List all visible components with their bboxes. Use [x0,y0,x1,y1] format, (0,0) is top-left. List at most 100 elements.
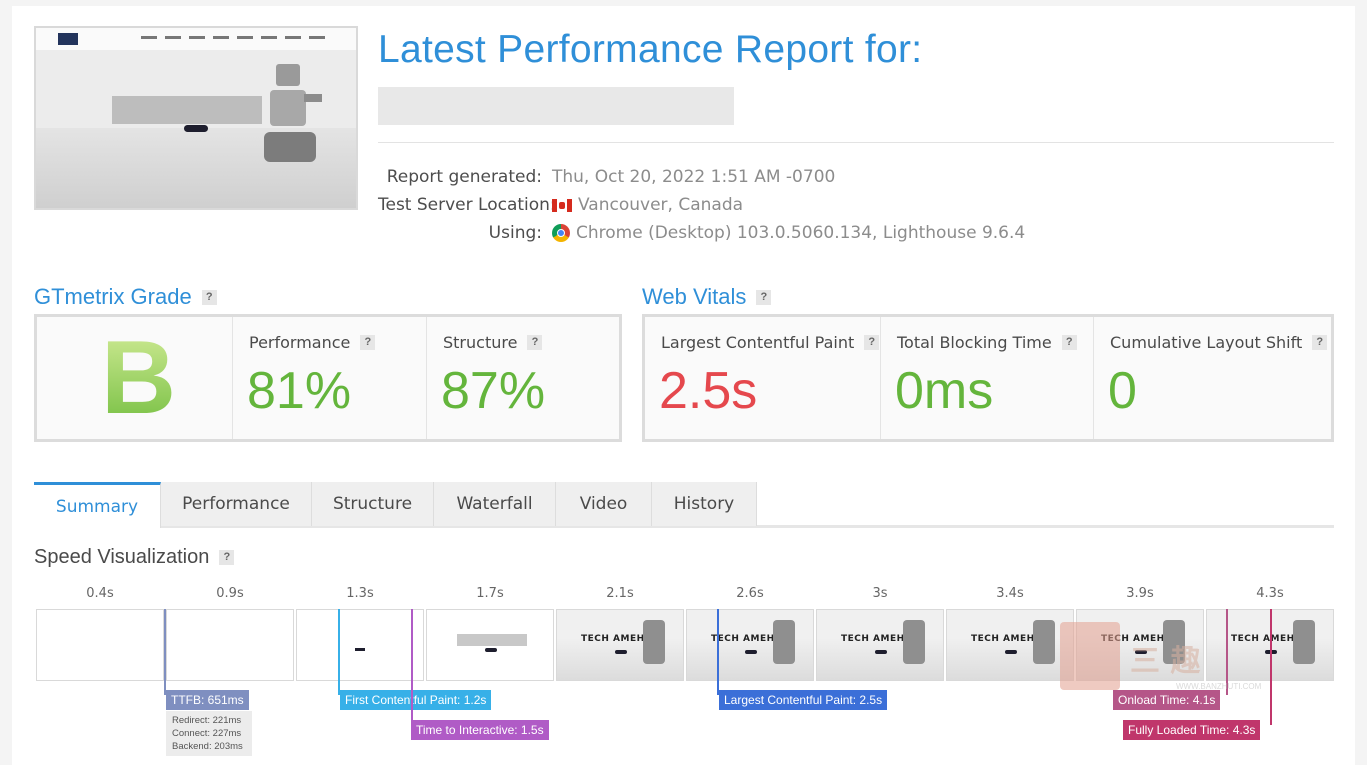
timeline-tick-label: 3s [872,586,888,601]
grade-cell: B [37,317,233,439]
ttfb-redirect: Redirect: 221ms [172,715,242,726]
timeline-marker-line-ttfb [164,609,166,695]
timeline-marker-fcp: First Contentful Paint: 1.2s [340,690,492,710]
web-vitals-heading: Web Vitals ? [642,284,772,310]
meta-label: Using: [488,223,542,243]
frame-button [1135,650,1147,654]
report-meta: Report generated: Thu, Oct 20, 2022 1:51… [378,163,1078,247]
timeline-tick-label: 1.3s [346,586,374,601]
chrome-icon [552,224,570,242]
filmstrip-frame[interactable]: TECH AMEHO [556,609,684,681]
thumbnail-button [184,125,208,132]
timeline-tick-label: 2.1s [606,586,634,601]
thumbnail-nav-links [141,36,331,39]
timeline-marker-line-fully-loaded [1270,609,1272,725]
frame-button-placeholder [355,648,365,651]
frame-button [615,650,627,654]
tab-structure[interactable]: Structure [312,482,434,526]
meta-value: Vancouver, Canada [552,195,743,215]
structure-label: Structure [443,333,518,352]
frame-screenshot: TECH AMEHO [947,610,1073,680]
frame-button [1005,650,1017,654]
ttfb-breakdown: Redirect: 221ms Connect: 227ms Backend: 20… [166,711,252,756]
performance-cell: Performance? 81% [233,317,427,439]
tabs-underline [34,525,1334,528]
timeline-tick-label: 4.3s [1256,586,1284,601]
frame-robot [1163,620,1185,664]
vitals-box: Largest Contentful Paint? 2.5s Total Blo… [642,314,1334,442]
timeline-marker-line-lcp [717,609,719,695]
watermark-url: WWW.BANZHUTI.COM [1176,682,1262,691]
thumbnail-logo [58,33,78,45]
frame-screenshot: TECH AMEHO [687,610,813,680]
tbt-cell: Total Blocking Time? 0ms [881,317,1094,439]
ttfb-connect: Connect: 227ms [172,728,242,739]
ttfb-backend: Backend: 203ms [172,741,243,752]
timeline-marker-lcp: Largest Contentful Paint: 2.5s [719,690,888,710]
timeline-tick-label: 3.9s [1126,586,1154,601]
meta-value: Thu, Oct 20, 2022 1:51 AM -0700 [552,167,836,187]
filmstrip-frame[interactable] [296,609,424,681]
help-icon[interactable]: ? [1061,335,1077,350]
timeline-marker-ttfb: TTFB: 651ms [166,690,249,710]
filmstrip-frame[interactable]: TECH AMEHO [816,609,944,681]
frame-screenshot: TECH AMEHO [557,610,683,680]
frame-screenshot: TECH AMEHO [817,610,943,680]
timeline-tick-label: 0.4s [86,586,114,601]
report-page: Latest Performance Report for: Report ge… [12,6,1355,765]
page-title: Latest Performance Report for: [378,28,923,71]
filmstrip-frame[interactable]: TECH AMEHO [686,609,814,681]
timeline-marker-line-onload [1226,609,1228,695]
filmstrip-frame[interactable] [426,609,554,681]
frame-site-text: TECH AMEHO [1101,634,1173,644]
frame-robot [1033,620,1055,664]
filmstrip-frame[interactable] [36,609,164,681]
tbt-value: 0ms [895,362,994,420]
timeline-tick-label: 1.7s [476,586,504,601]
frame-robot [1293,620,1315,664]
site-screenshot-thumbnail [34,26,358,210]
frame-button-placeholder [485,648,497,652]
help-icon[interactable]: ? [1312,335,1328,350]
speed-visualization-heading: Speed Visualization ? [34,546,235,569]
frame-site-text: TECH AMEHO [841,634,913,644]
timeline-marker-onload: Onload Time: 4.1s [1113,690,1221,710]
timeline-marker-tti: Time to Interactive: 1.5s [411,720,549,740]
frame-site-text: TECH AMEHO [971,634,1043,644]
help-icon[interactable]: ? [756,289,772,305]
frame-site-text: TECH AMEHO [1231,634,1303,644]
help-icon[interactable]: ? [201,289,217,305]
frame-banner-placeholder [457,634,527,646]
grade-letter: B [101,320,177,436]
filmstrip-frame[interactable]: TECH AMEHO [946,609,1074,681]
cls-label: Cumulative Layout Shift [1110,333,1303,352]
frame-site-text: TECH AMEHO [581,634,653,644]
tab-history[interactable]: History [652,482,757,526]
frame-button [875,650,887,654]
help-icon[interactable]: ? [360,335,376,350]
help-icon[interactable]: ? [864,335,880,350]
tab-performance[interactable]: Performance [161,482,312,526]
timeline-marker-line-fcp [338,609,340,695]
tbt-label: Total Blocking Time [897,333,1052,352]
timeline-tick-label: 3.4s [996,586,1024,601]
tab-waterfall[interactable]: Waterfall [434,482,556,526]
tab-summary[interactable]: Summary [34,482,161,528]
help-icon[interactable]: ? [527,335,543,350]
timeline-marker-line-tti [411,609,413,725]
meta-row-location: Test Server Location: Vancouver, Canada [378,191,1078,219]
frame-robot [643,620,665,664]
structure-cell: Structure? 87% [427,317,619,439]
help-icon[interactable]: ? [219,550,235,565]
tab-video[interactable]: Video [556,482,652,526]
thumbnail-banner [112,96,262,124]
meta-label: Test Server Location: [378,195,556,215]
canada-flag-icon [552,198,572,212]
robot-image [264,64,324,184]
thumbnail-nav [36,28,356,50]
filmstrip-frame[interactable] [166,609,294,681]
performance-score: 81% [247,362,352,420]
performance-label: Performance [249,333,351,352]
meta-value: Chrome (Desktop) 103.0.5060.134, Lightho… [552,223,1025,243]
blurred-url [378,87,734,125]
